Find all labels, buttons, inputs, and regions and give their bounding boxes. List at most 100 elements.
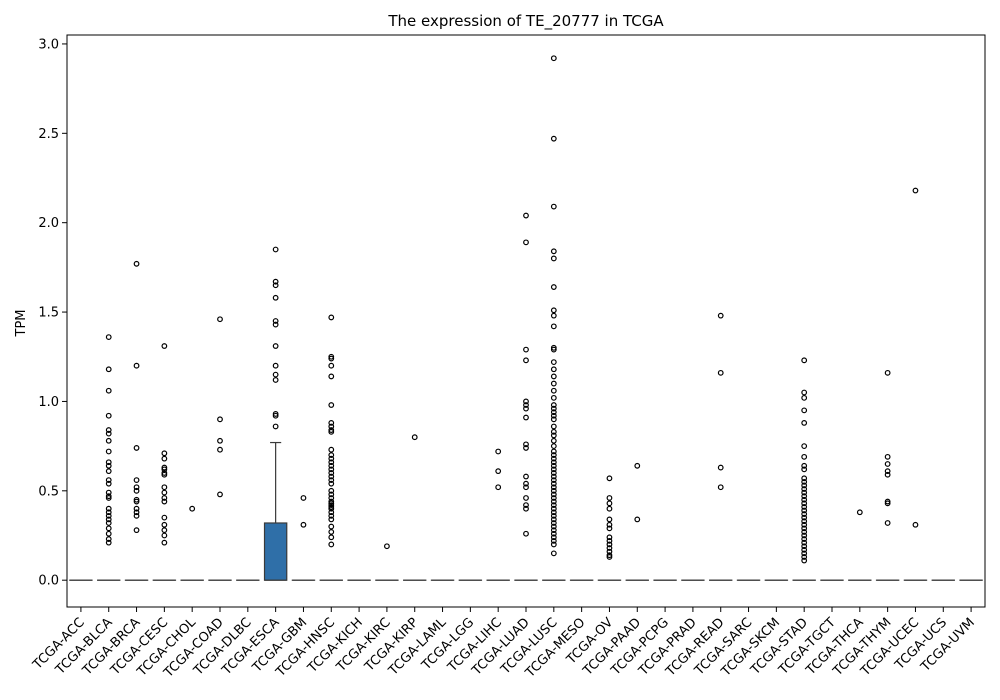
outlier-point	[550, 491, 557, 498]
outlier-point	[133, 509, 140, 516]
outlier-point	[801, 557, 808, 564]
outlier-point	[272, 294, 279, 301]
outlier-point	[550, 380, 557, 387]
outlier-point	[161, 489, 168, 496]
y-tick-label: 1.0	[38, 395, 59, 410]
outlier-point	[272, 377, 279, 383]
outlier-point	[105, 512, 112, 519]
outlier-point	[801, 389, 808, 396]
outlier-point	[328, 487, 335, 494]
outlier-point	[550, 509, 557, 516]
outlier-point	[105, 516, 112, 523]
outlier-point	[328, 473, 335, 480]
outlier-point	[717, 464, 724, 471]
outlier-point	[272, 412, 279, 419]
y-tick-label: 1.5	[38, 306, 59, 321]
outlier-point	[550, 366, 557, 373]
outlier-point	[550, 416, 557, 423]
y-tick-label: 3.0	[38, 37, 59, 52]
y-tick-label: 0.5	[38, 484, 59, 499]
outlier-point	[801, 493, 808, 500]
outlier-point	[105, 520, 112, 526]
outlier-point	[550, 462, 557, 469]
outlier-point	[523, 398, 529, 405]
y-tick-label: 2.0	[38, 216, 59, 231]
outlier-point	[550, 505, 557, 512]
outlier-point	[606, 554, 613, 560]
outlier-point	[884, 461, 891, 467]
outlier-point	[523, 484, 529, 491]
outlier-point	[550, 495, 557, 501]
plot-area: 0.00.51.01.52.02.53.0TCGA-ACCTCGA-BLCATC…	[30, 37, 983, 681]
outlier-point	[105, 480, 112, 487]
outlier-point	[801, 357, 808, 364]
outlier-point	[105, 468, 112, 475]
outlier-point	[634, 462, 641, 469]
outlier-point	[523, 441, 529, 448]
outlier-point	[884, 369, 891, 376]
outlier-point	[550, 432, 557, 439]
outlier-point	[328, 509, 335, 516]
outlier-point	[550, 405, 557, 412]
chart-title: The expression of TE_20777 in TCGA	[387, 12, 664, 31]
outlier-point	[523, 530, 529, 537]
outlier-point	[523, 505, 529, 512]
outlier-point	[606, 495, 613, 501]
outlier-point	[606, 516, 613, 523]
outlier-point	[161, 498, 168, 505]
outlier-point	[217, 437, 223, 444]
outlier-point	[550, 344, 557, 351]
y-tick-label: 2.5	[38, 127, 59, 142]
outlier-point	[550, 541, 557, 548]
outlier-point	[856, 509, 863, 516]
outlier-point	[550, 346, 557, 353]
outlier-point	[884, 471, 891, 478]
outlier-point	[217, 491, 223, 498]
outlier-point	[523, 502, 529, 509]
outlier-point	[495, 448, 502, 455]
outlier-point	[801, 394, 808, 401]
outlier-point	[801, 529, 808, 535]
outlier-point	[300, 521, 307, 528]
outlier-point	[328, 459, 335, 466]
outlier-point	[328, 477, 335, 483]
outlier-point	[328, 505, 335, 512]
outlier-point	[550, 437, 557, 444]
outlier-point	[328, 452, 335, 458]
outlier-point	[328, 373, 335, 380]
outlier-point	[328, 480, 335, 487]
outlier-point	[550, 512, 557, 519]
outlier-point	[606, 500, 613, 507]
outlier-point	[801, 518, 808, 525]
outlier-point	[606, 521, 613, 528]
outlier-point	[105, 430, 112, 437]
outlier-point	[272, 411, 279, 417]
outlier-point	[328, 466, 335, 473]
outlier-point	[105, 366, 112, 373]
outlier-point	[523, 405, 529, 412]
outlier-point	[912, 187, 919, 194]
outlier-point	[133, 445, 140, 451]
outlier-point	[550, 498, 557, 505]
outlier-point	[523, 346, 529, 353]
outlier-point	[550, 455, 557, 462]
outlier-point	[606, 475, 613, 482]
outlier-point	[328, 353, 335, 360]
outlier-point	[634, 516, 641, 523]
outlier-point	[550, 394, 557, 401]
outlier-point	[801, 507, 808, 514]
outlier-point	[550, 412, 557, 419]
outlier-point	[550, 502, 557, 509]
outlier-point	[328, 355, 335, 362]
outlier-point	[606, 548, 613, 555]
outlier-point	[801, 419, 808, 426]
outlier-point	[105, 412, 112, 419]
outlier-point	[328, 529, 335, 535]
outlier-point	[550, 402, 557, 408]
outlier-point	[801, 486, 808, 492]
outlier-point	[495, 468, 502, 475]
outlier-point	[550, 323, 557, 330]
outlier-point	[550, 480, 557, 487]
outlier-point	[133, 477, 140, 483]
outlier-point	[550, 423, 557, 430]
